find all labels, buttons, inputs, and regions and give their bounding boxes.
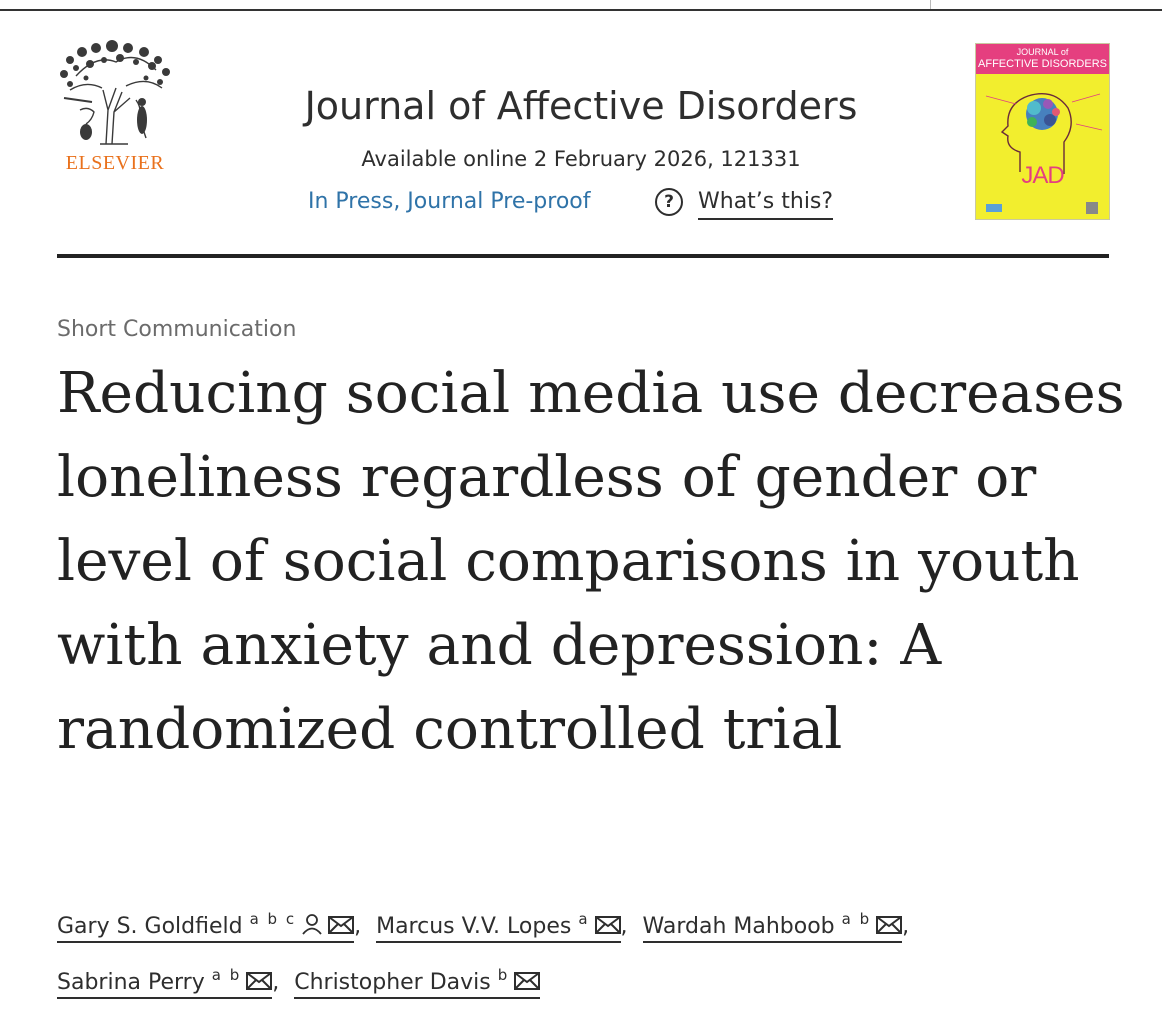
author-name: Wardah Mahboob	[642, 914, 835, 939]
envelope-icon	[328, 916, 355, 934]
author-list: Gary S. Goldfield a b c, Marcus V.V. Lope…	[57, 895, 1137, 1007]
author-entry: Marcus V.V. Lopes a,	[376, 910, 635, 943]
article-title: Reducing social media use decreases lone…	[57, 361, 1125, 762]
author-name: Christopher Davis	[294, 970, 491, 995]
available-online-date: Available online 2 February 2026, 121331	[361, 147, 801, 171]
journal-cover-link[interactable]: JOURNAL of AFFECTIVE DISORDERS JAD	[975, 43, 1110, 220]
author-entry: Sabrina Perry a b,	[57, 966, 287, 999]
cover-head-illustration-icon	[985, 93, 1103, 214]
author-entry: Wardah Mahboob a b,	[642, 910, 918, 943]
header-divider	[57, 254, 1109, 258]
envelope-icon	[246, 972, 273, 990]
author-link-mahboob[interactable]: Wardah Mahboob a b	[642, 910, 903, 943]
author-affiliations: a b c	[249, 910, 297, 928]
question-circle-icon[interactable]: ?	[655, 188, 683, 216]
envelope-icon	[594, 916, 621, 934]
top-border	[0, 9, 1162, 11]
author-affiliations: b	[497, 966, 510, 984]
person-icon	[302, 914, 322, 935]
elsevier-tree-logo-icon	[60, 40, 170, 145]
cover-header-band	[976, 44, 1109, 74]
author-link-lopes[interactable]: Marcus V.V. Lopes a	[376, 910, 621, 943]
author-link-davis[interactable]: Christopher Davis b	[294, 966, 541, 999]
author-link-goldfield[interactable]: Gary S. Goldfield a b c	[57, 910, 355, 943]
cover-journal-name: AFFECTIVE DISORDERS	[978, 58, 1107, 70]
author-affiliations: a b	[211, 966, 242, 984]
author-affiliations: a	[578, 910, 590, 928]
in-press-status: In Press, Journal Pre-proof	[308, 189, 591, 214]
author-link-perry[interactable]: Sabrina Perry a b	[57, 966, 273, 999]
elsevier-logo-link[interactable]: ELSEVIER	[54, 40, 176, 175]
publisher-name: ELSEVIER	[65, 152, 165, 174]
whats-this-link[interactable]: What’s this?	[698, 186, 834, 220]
author-name: Sabrina Perry	[57, 970, 205, 995]
journal-title[interactable]: Journal of Affective Disorders	[304, 84, 858, 128]
author-entry: Christopher Davis b	[294, 966, 541, 999]
envelope-icon	[876, 916, 903, 934]
article-type: Short Communication	[57, 317, 297, 342]
author-name: Gary S. Goldfield	[57, 914, 243, 939]
cover-journal-of: JOURNAL of	[1016, 47, 1069, 57]
author-affiliations: a b	[841, 910, 872, 928]
envelope-icon	[514, 972, 541, 990]
cover-abbreviation: JAD	[1021, 162, 1064, 189]
top-divider	[930, 0, 931, 9]
author-name: Marcus V.V. Lopes	[376, 914, 572, 939]
author-entry: Gary S. Goldfield a b c,	[57, 910, 369, 943]
